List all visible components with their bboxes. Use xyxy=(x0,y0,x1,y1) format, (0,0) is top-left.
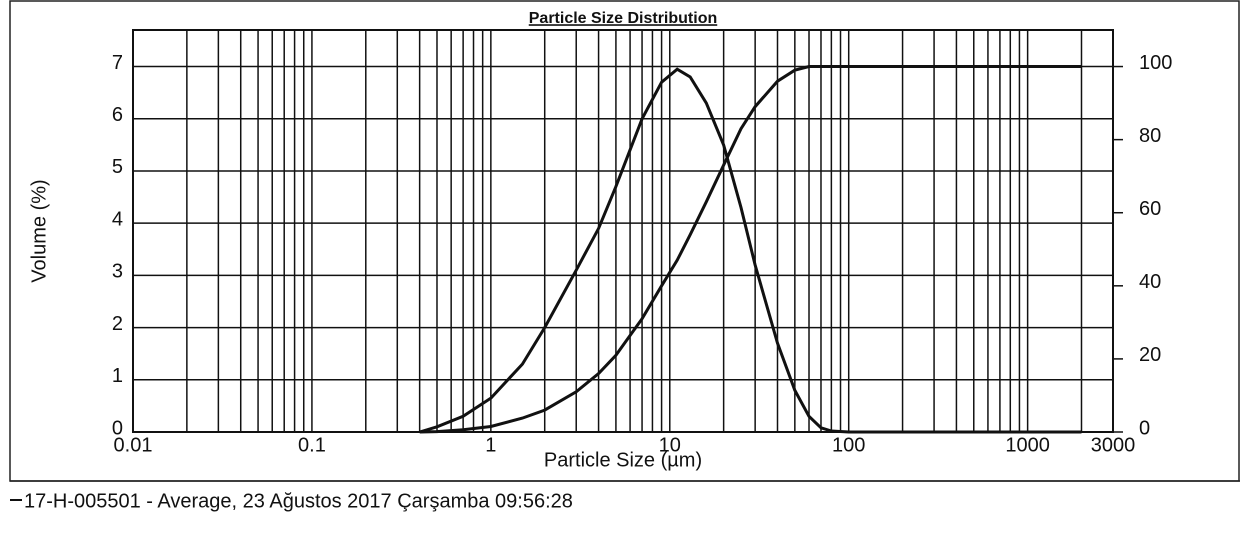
x-tick-label: 100 xyxy=(832,434,865,456)
y-tick-label: 1 xyxy=(112,365,123,387)
y2-tick-label: 20 xyxy=(1139,344,1161,366)
y2-tick-label: 60 xyxy=(1139,198,1161,220)
y-tick-label: 7 xyxy=(112,52,123,74)
plot-border xyxy=(132,29,1114,433)
y-tick-label: 5 xyxy=(112,156,123,178)
y-tick-label: 6 xyxy=(112,104,123,126)
y-tick-label: 3 xyxy=(112,261,123,283)
y-tick-label: 4 xyxy=(112,208,123,230)
x-tick-label: 0.1 xyxy=(298,434,326,456)
chart-title: Particle Size Distribution xyxy=(529,10,717,27)
x-tick-label: 3000 xyxy=(1091,434,1136,456)
x-tick-label: 10 xyxy=(659,434,681,456)
x-tick-label: 1000 xyxy=(1005,434,1050,456)
legend-label: 17-H-005501 - Average, 23 Ağustos 2017 Ç… xyxy=(24,490,573,512)
y2-tick-label: 100 xyxy=(1139,52,1172,74)
series-line xyxy=(419,67,1082,434)
x-axis-label: Particle Size (µm) xyxy=(544,449,702,471)
frame xyxy=(9,0,1240,482)
y2-tick-label: 0 xyxy=(1139,417,1150,439)
series-line xyxy=(419,65,1082,434)
y2-tick-label: 40 xyxy=(1139,271,1161,293)
y-tick-label: 2 xyxy=(112,313,123,335)
x-tick-label: 0.01 xyxy=(114,434,153,456)
y-axis-label: Volume (%) xyxy=(28,179,50,282)
y2-tick-label: 80 xyxy=(1139,125,1161,147)
y-tick-label: 0 xyxy=(112,417,123,439)
x-tick-label: 1 xyxy=(485,434,496,456)
